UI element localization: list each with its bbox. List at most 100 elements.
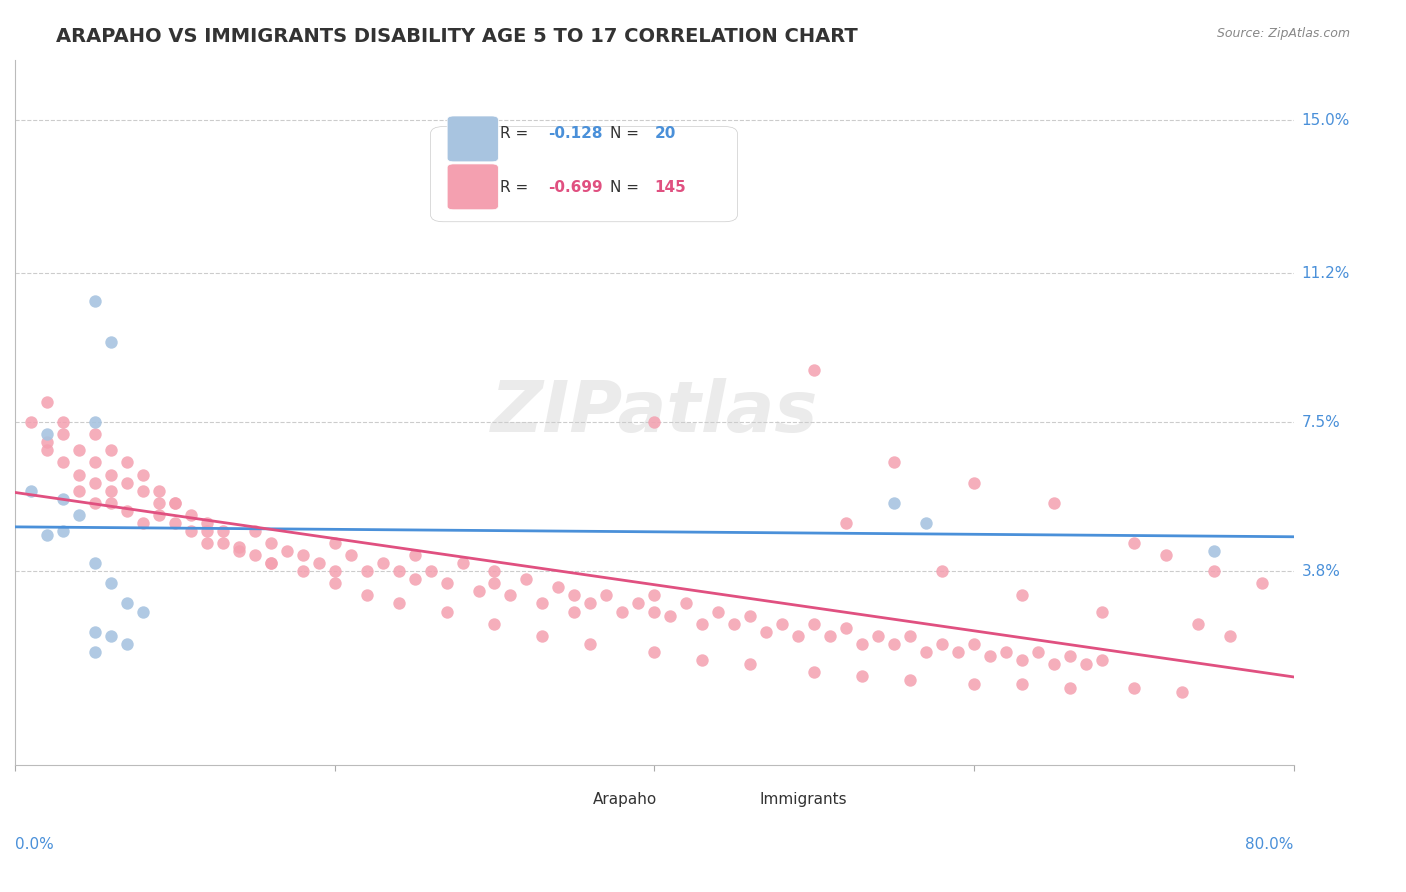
Point bbox=[612, 605, 634, 619]
Point bbox=[84, 645, 107, 659]
Text: N =: N = bbox=[610, 126, 644, 141]
Point bbox=[339, 548, 361, 562]
Point bbox=[627, 597, 650, 611]
Point bbox=[531, 597, 554, 611]
Point bbox=[260, 556, 283, 570]
Point bbox=[1219, 629, 1241, 643]
Point bbox=[84, 294, 107, 309]
Point bbox=[100, 629, 122, 643]
Point bbox=[898, 629, 921, 643]
Point bbox=[35, 427, 58, 442]
Point bbox=[515, 572, 537, 586]
Point bbox=[1011, 653, 1033, 667]
Point bbox=[484, 616, 506, 631]
Point bbox=[163, 496, 186, 510]
Text: -0.128: -0.128 bbox=[548, 126, 603, 141]
Point bbox=[195, 524, 218, 538]
Point bbox=[84, 496, 107, 510]
Point bbox=[323, 564, 346, 578]
Point bbox=[419, 564, 441, 578]
Point bbox=[67, 508, 90, 522]
Text: 145: 145 bbox=[654, 180, 686, 195]
Point bbox=[818, 629, 841, 643]
Point bbox=[1059, 648, 1081, 663]
Point bbox=[1011, 588, 1033, 602]
Point bbox=[915, 645, 938, 659]
Point bbox=[132, 483, 155, 498]
Point bbox=[835, 621, 858, 635]
Point bbox=[883, 637, 905, 651]
Point bbox=[643, 645, 665, 659]
Point bbox=[243, 524, 266, 538]
Point bbox=[531, 629, 554, 643]
Point bbox=[436, 576, 458, 591]
FancyBboxPatch shape bbox=[548, 786, 588, 813]
Point bbox=[1171, 685, 1194, 699]
Point bbox=[195, 516, 218, 530]
Point bbox=[803, 363, 825, 377]
Point bbox=[323, 576, 346, 591]
Point bbox=[851, 669, 873, 683]
FancyBboxPatch shape bbox=[714, 786, 754, 813]
Point bbox=[659, 608, 682, 623]
Text: ARAPAHO VS IMMIGRANTS DISABILITY AGE 5 TO 17 CORRELATION CHART: ARAPAHO VS IMMIGRANTS DISABILITY AGE 5 T… bbox=[56, 27, 858, 45]
Text: ZIPatlas: ZIPatlas bbox=[491, 377, 818, 447]
Text: Source: ZipAtlas.com: Source: ZipAtlas.com bbox=[1216, 27, 1350, 40]
FancyBboxPatch shape bbox=[447, 164, 498, 210]
Point bbox=[643, 605, 665, 619]
Text: 0.0%: 0.0% bbox=[15, 837, 53, 852]
Point bbox=[132, 467, 155, 482]
Point bbox=[499, 588, 522, 602]
Point bbox=[1091, 653, 1114, 667]
FancyBboxPatch shape bbox=[447, 116, 498, 161]
FancyBboxPatch shape bbox=[430, 127, 737, 222]
Point bbox=[404, 548, 426, 562]
Point bbox=[228, 540, 250, 554]
Point bbox=[803, 665, 825, 679]
Point bbox=[931, 564, 953, 578]
Point bbox=[100, 443, 122, 458]
Point bbox=[84, 415, 107, 429]
Point bbox=[100, 334, 122, 349]
Point bbox=[404, 572, 426, 586]
Point bbox=[915, 516, 938, 530]
Point bbox=[755, 624, 778, 639]
Point bbox=[163, 516, 186, 530]
Point bbox=[20, 483, 42, 498]
Point bbox=[963, 475, 986, 490]
Point bbox=[946, 645, 969, 659]
Point bbox=[547, 580, 569, 594]
Point bbox=[1202, 544, 1225, 558]
Point bbox=[1122, 681, 1144, 695]
Point bbox=[1187, 616, 1209, 631]
Point bbox=[564, 605, 586, 619]
Point bbox=[115, 637, 138, 651]
Point bbox=[211, 536, 233, 550]
Point bbox=[84, 427, 107, 442]
Point bbox=[67, 443, 90, 458]
Point bbox=[1122, 536, 1144, 550]
Point bbox=[1074, 657, 1097, 671]
Point bbox=[100, 576, 122, 591]
Point bbox=[898, 673, 921, 687]
Point bbox=[228, 544, 250, 558]
Point bbox=[436, 605, 458, 619]
Point bbox=[1011, 677, 1033, 691]
Point bbox=[52, 524, 75, 538]
Point bbox=[260, 556, 283, 570]
Point bbox=[1091, 605, 1114, 619]
Point bbox=[883, 455, 905, 469]
Point bbox=[260, 536, 283, 550]
Point bbox=[484, 564, 506, 578]
Point bbox=[1202, 564, 1225, 578]
Point bbox=[308, 556, 330, 570]
Text: Immigrants: Immigrants bbox=[759, 791, 846, 806]
Text: -0.699: -0.699 bbox=[548, 180, 603, 195]
Point bbox=[564, 588, 586, 602]
Point bbox=[100, 496, 122, 510]
Point bbox=[100, 483, 122, 498]
Point bbox=[100, 467, 122, 482]
Point bbox=[931, 637, 953, 651]
Point bbox=[387, 564, 409, 578]
Point bbox=[595, 588, 617, 602]
